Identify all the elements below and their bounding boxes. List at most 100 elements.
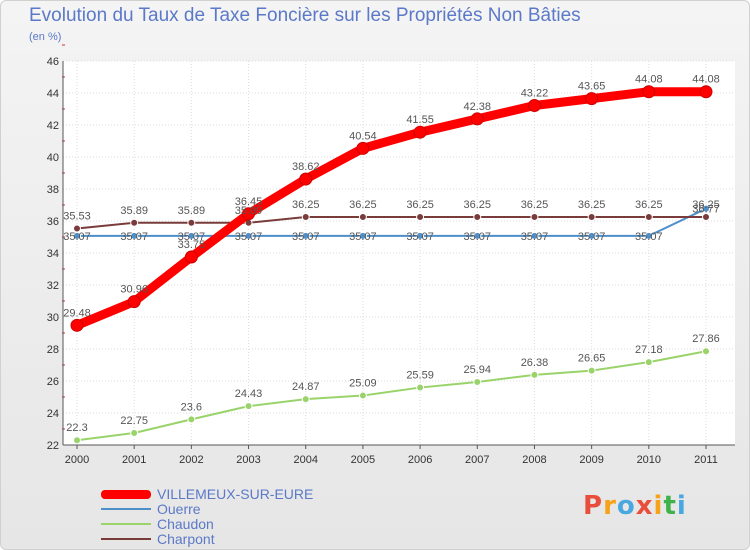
- series-line-3: [76, 216, 707, 230]
- data-point-3: [644, 213, 653, 221]
- data-point-2: [702, 347, 710, 356]
- x-tick-label: 2006: [408, 454, 432, 466]
- data-point-3: [301, 213, 310, 221]
- data-point-0: [70, 318, 84, 332]
- y-tick-label: 24: [47, 408, 59, 420]
- data-point-0: [356, 141, 370, 155]
- y-tick-label: 46: [47, 56, 59, 68]
- data-label-2: 26.38: [521, 357, 549, 369]
- data-label-2: 22.75: [120, 415, 148, 427]
- legend-label-chaudon: Chaudon: [157, 516, 214, 532]
- data-label-0: 43.65: [578, 81, 606, 93]
- chart-subtitle: (en %): [29, 31, 62, 43]
- data-point-0: [699, 85, 713, 99]
- data-point-1: [587, 231, 596, 240]
- data-label-3: 36.25: [292, 199, 320, 211]
- proxiti-logo: Proxiti: [583, 491, 687, 521]
- legend-swatch-chaudon: [101, 523, 151, 525]
- data-label-3: 36.25: [635, 199, 663, 211]
- data-point-3: [358, 213, 367, 221]
- data-point-1: [130, 231, 139, 240]
- data-point-2: [130, 429, 139, 437]
- x-tick-label: 2004: [293, 454, 317, 466]
- data-point-0: [527, 98, 541, 112]
- data-point-3: [587, 213, 596, 221]
- legend-swatch-ouerre: [101, 508, 151, 510]
- data-point-0: [299, 172, 313, 186]
- data-label-0: 44.08: [635, 74, 663, 86]
- data-label-3: 36.25: [692, 199, 720, 211]
- data-label-0: 36.45: [235, 196, 263, 208]
- data-point-1: [530, 231, 539, 240]
- data-label-0: 40.54: [349, 130, 377, 142]
- data-label-2: 27.18: [635, 344, 663, 356]
- data-label-3: 36.25: [521, 199, 549, 211]
- data-point-3: [416, 213, 425, 221]
- data-label-3: 35.89: [178, 205, 206, 217]
- legend-label-ouerre: Ouerre: [157, 501, 201, 517]
- data-label-2: 26.65: [578, 353, 606, 365]
- data-point-1: [358, 231, 367, 240]
- data-label-0: 30.96: [120, 284, 148, 296]
- data-label-0: 38.62: [292, 161, 320, 173]
- data-point-1: [473, 231, 482, 240]
- y-tick-label: 30: [47, 312, 59, 324]
- data-point-0: [413, 125, 427, 139]
- data-label-3: 35.89: [235, 205, 263, 217]
- data-point-0: [470, 112, 484, 126]
- data-label-2: 22.3: [66, 422, 87, 434]
- data-label-1: 35.07: [521, 231, 549, 243]
- y-tick-label: 40: [47, 152, 59, 164]
- data-label-1: 35.07: [292, 231, 320, 243]
- data-label-2: 24.43: [235, 388, 263, 400]
- data-label-3: 35.53: [63, 211, 91, 223]
- data-label-2: 25.94: [464, 364, 492, 376]
- data-label-2: 23.6: [181, 401, 202, 413]
- data-point-0: [585, 92, 599, 106]
- y-tick-label: 28: [47, 344, 59, 356]
- data-label-1: 35.07: [178, 231, 206, 243]
- data-label-0: 33.75: [178, 239, 206, 251]
- data-point-0: [127, 295, 141, 309]
- x-tick-label: 2011: [694, 454, 718, 466]
- x-tick-label: 2000: [65, 454, 89, 466]
- data-label-0: 43.22: [521, 87, 549, 99]
- series-line-1: [76, 207, 707, 237]
- legend-label-charpont: Charpont: [157, 531, 215, 547]
- data-point-2: [530, 370, 539, 379]
- data-label-3: 36.25: [406, 199, 434, 211]
- y-tick-label: 42: [47, 120, 59, 132]
- data-point-3: [73, 224, 81, 233]
- chart-title: Evolution du Taux de Taxe Foncière sur l…: [29, 5, 581, 26]
- data-point-2: [358, 391, 367, 400]
- data-label-0: 44.08: [692, 74, 720, 86]
- data-label-1: 35.07: [464, 231, 492, 243]
- y-tick-label: 22: [47, 440, 59, 452]
- data-point-2: [187, 415, 196, 424]
- data-point-2: [644, 358, 653, 367]
- data-point-1: [244, 231, 253, 240]
- data-point-2: [416, 383, 425, 392]
- x-tick-label: 2010: [637, 454, 661, 466]
- data-label-0: 41.55: [406, 114, 434, 126]
- data-label-1: 35.07: [406, 231, 434, 243]
- data-point-2: [301, 395, 310, 404]
- x-tick-label: 2009: [579, 454, 603, 466]
- data-point-1: [301, 231, 310, 240]
- y-tick-label: 32: [47, 280, 59, 292]
- data-label-1: 35.07: [635, 231, 663, 243]
- x-tick-label: 2001: [122, 454, 146, 466]
- data-label-2: 25.09: [349, 378, 377, 390]
- y-tick-label: 26: [47, 376, 59, 388]
- x-tick-label: 2002: [179, 454, 203, 466]
- data-point-3: [187, 218, 196, 227]
- data-label-3: 36.25: [578, 199, 606, 211]
- data-label-1: 35.07: [120, 231, 148, 243]
- y-tick-label: 44: [47, 88, 59, 100]
- data-point-0: [642, 85, 656, 99]
- data-label-2: 25.59: [406, 370, 434, 382]
- data-label-1: 36.77: [692, 204, 720, 216]
- legend-label-villemeux: VILLEMEUX-SUR-EURE: [157, 486, 314, 502]
